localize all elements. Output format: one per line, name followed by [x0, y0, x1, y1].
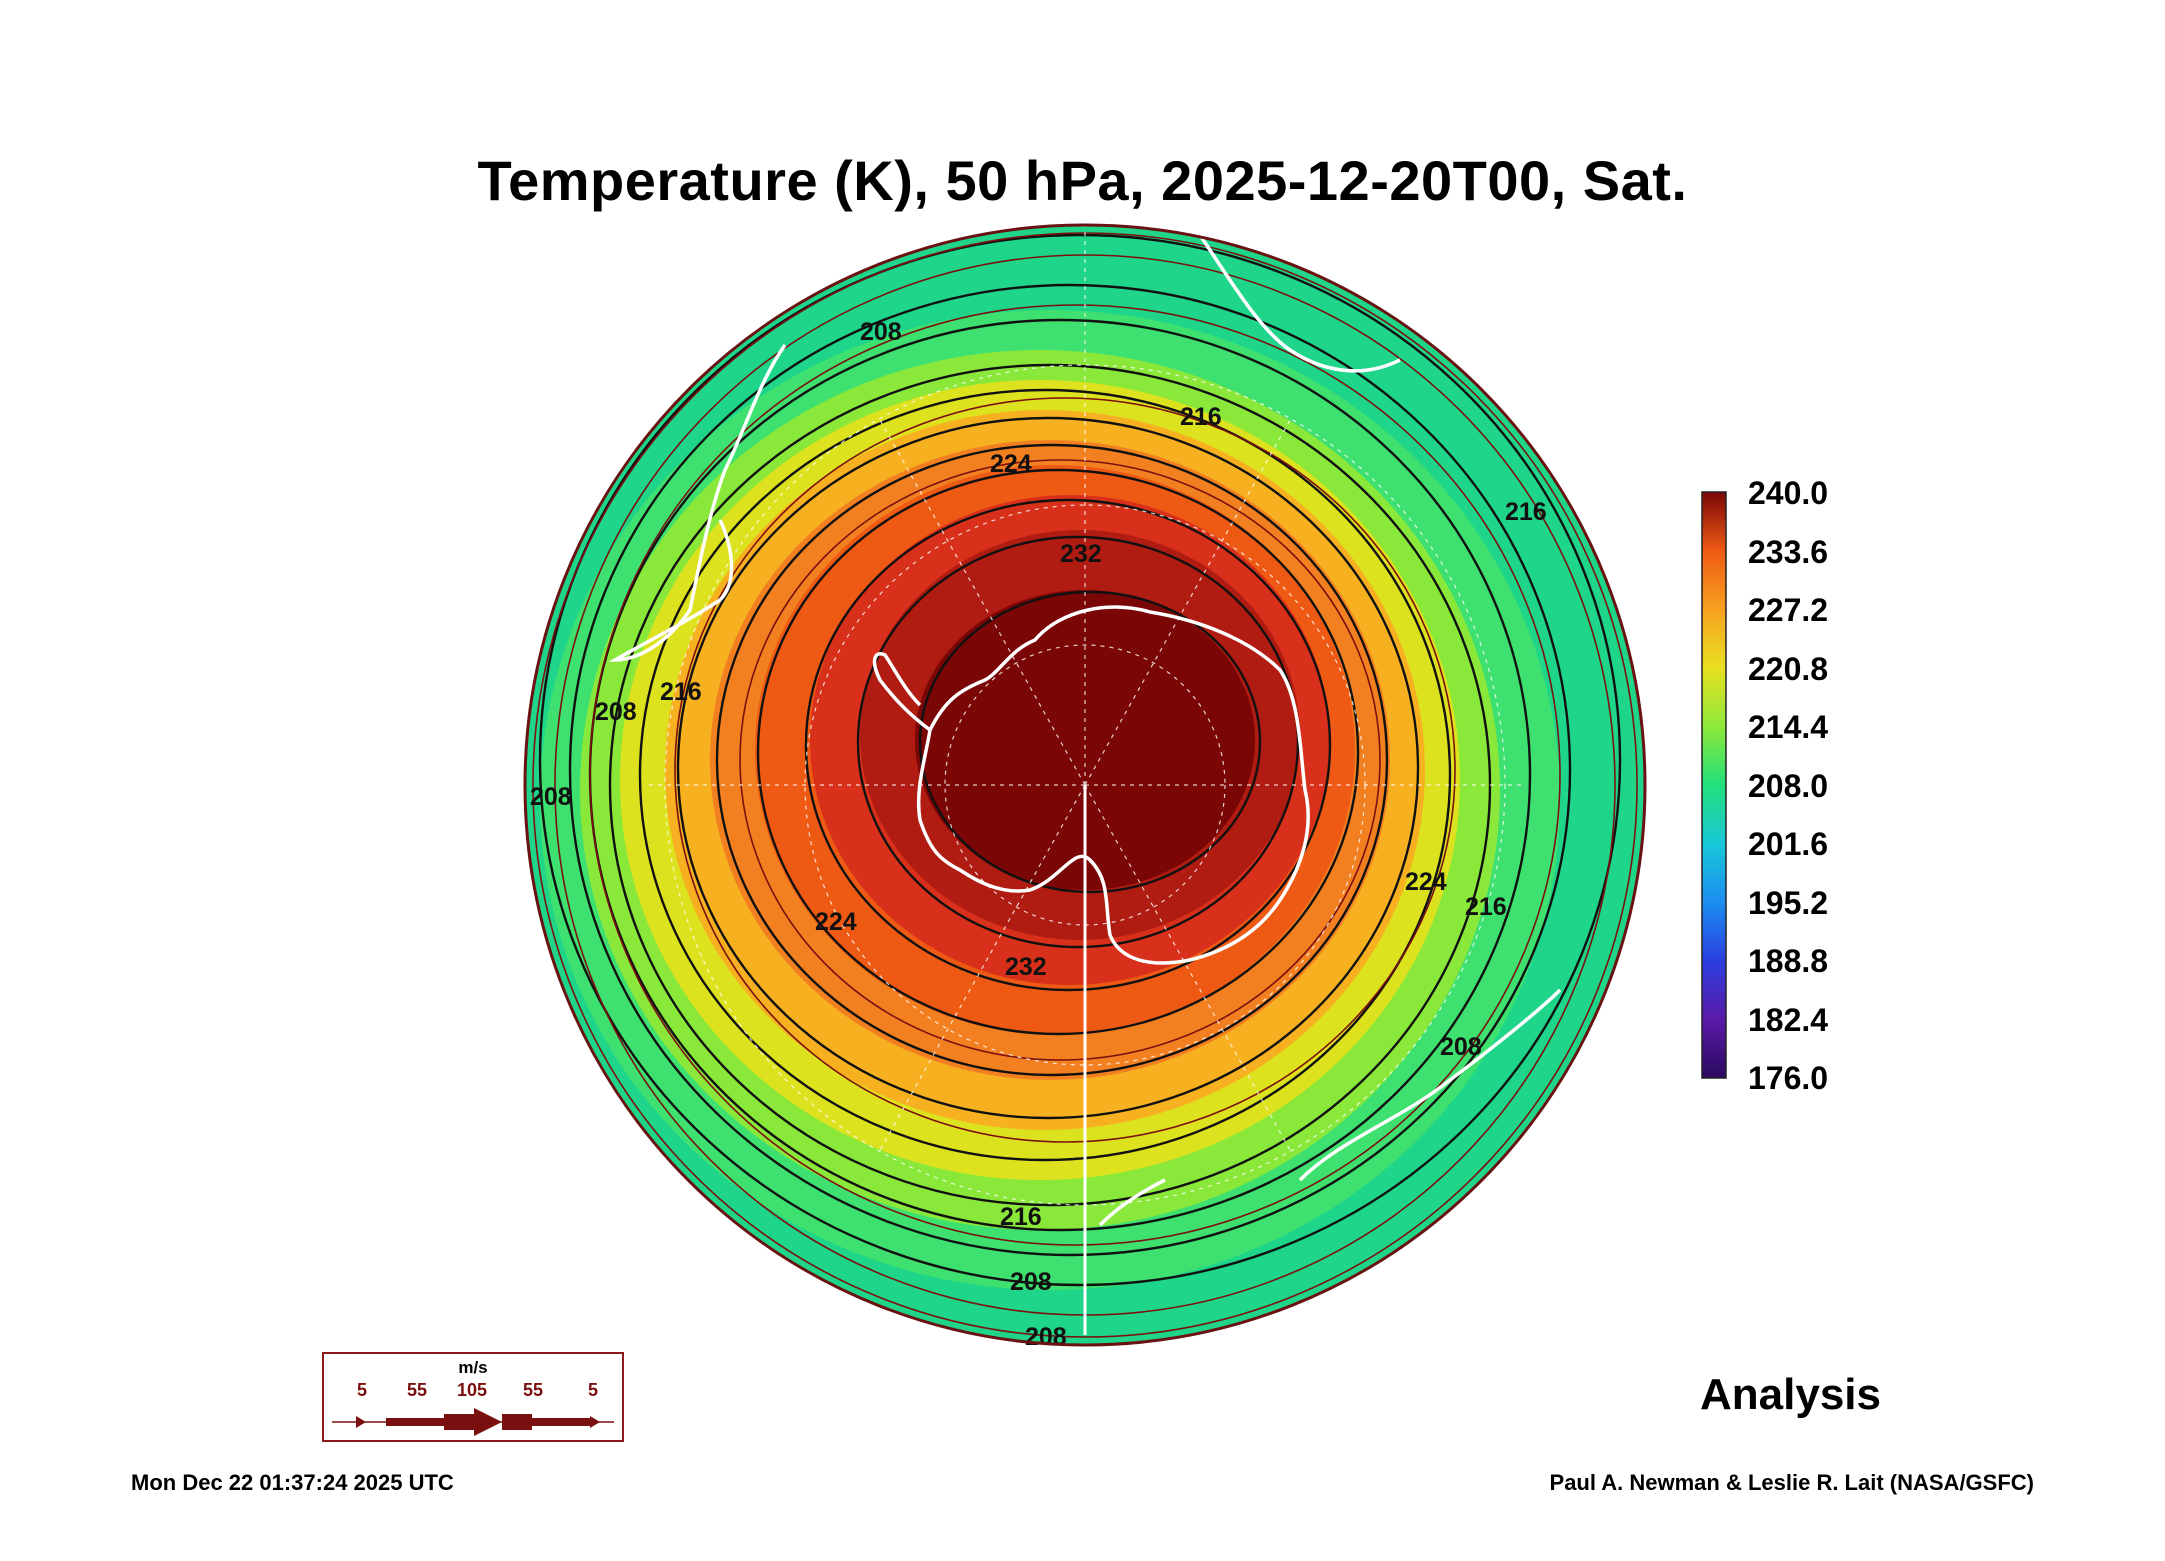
colorbar-label: 195.2 — [1748, 885, 1829, 921]
colorbar-label: 240.0 — [1748, 475, 1829, 511]
new-zealand-coast — [1098, 1178, 1166, 1227]
antarctica-coast — [916, 605, 1310, 965]
isotherm-contours — [538, 233, 1622, 1287]
colorbar-label: 182.4 — [1748, 1002, 1829, 1038]
colorbar-label: 188.8 — [1748, 943, 1829, 979]
legend-speed: 5 — [588, 1380, 599, 1400]
contour-label: 208 — [860, 318, 902, 346]
contour-label: 208 — [1440, 1033, 1482, 1061]
legend-speed: 105 — [457, 1380, 488, 1400]
contour-label: 216 — [1465, 893, 1507, 921]
contour-label: 208 — [1010, 1268, 1052, 1296]
legend-speed: 55 — [523, 1380, 544, 1400]
contour-label: 216 — [1000, 1203, 1042, 1231]
contour-label: 216 — [660, 678, 702, 706]
colorbar-label: 220.8 — [1748, 651, 1829, 687]
colorbar-label: 214.4 — [1748, 709, 1829, 745]
contour-label: 224 — [1405, 868, 1447, 896]
colorbar-label: 227.2 — [1748, 592, 1829, 628]
timestamp: Mon Dec 22 01:37:24 2025 UTC — [131, 1470, 454, 1495]
chart-title: Temperature (K), 50 hPa, 2025-12-20T00, … — [477, 149, 1688, 212]
wind-streamlines — [532, 232, 1638, 1338]
contour-label: 208 — [530, 783, 572, 811]
credit-line: Paul A. Newman & Leslie R. Lait (NASA/GS… — [1549, 1470, 2034, 1495]
contour-label: 224 — [815, 908, 857, 936]
contour-label: 216 — [1180, 403, 1222, 431]
australia-coast — [1298, 988, 1562, 1182]
colorbar — [1701, 491, 1727, 1079]
colorbar-label: 233.6 — [1748, 534, 1829, 570]
contour-label: 232 — [1005, 953, 1047, 981]
contour-label: 232 — [1060, 540, 1102, 568]
contour-label: 224 — [990, 450, 1032, 478]
contour-label: 208 — [595, 698, 637, 726]
antarctic-peninsula — [872, 652, 932, 732]
coastlines — [608, 234, 1562, 1227]
wind-speed-legend: m/s 5 55 105 55 5 — [322, 1352, 624, 1442]
legend-arrow-icon — [332, 1408, 614, 1436]
colorbar-label: 176.0 — [1748, 1060, 1829, 1096]
legend-unit: m/s — [458, 1358, 488, 1377]
analysis-label: Analysis — [1700, 1370, 1881, 1419]
contour-label: 208 — [1025, 1323, 1067, 1351]
legend-speed: 5 — [357, 1380, 368, 1400]
south-america-coast — [608, 343, 787, 662]
colorbar-label: 201.6 — [1748, 826, 1829, 862]
contour-label-group: 208 208 216 224 232 216 208 216 224 232 … — [530, 318, 1547, 1351]
legend-speed: 55 — [407, 1380, 428, 1400]
colorbar-label: 208.0 — [1748, 768, 1829, 804]
contour-label: 216 — [1505, 498, 1547, 526]
africa-coast — [1198, 234, 1401, 373]
map-border — [523, 223, 1647, 1347]
